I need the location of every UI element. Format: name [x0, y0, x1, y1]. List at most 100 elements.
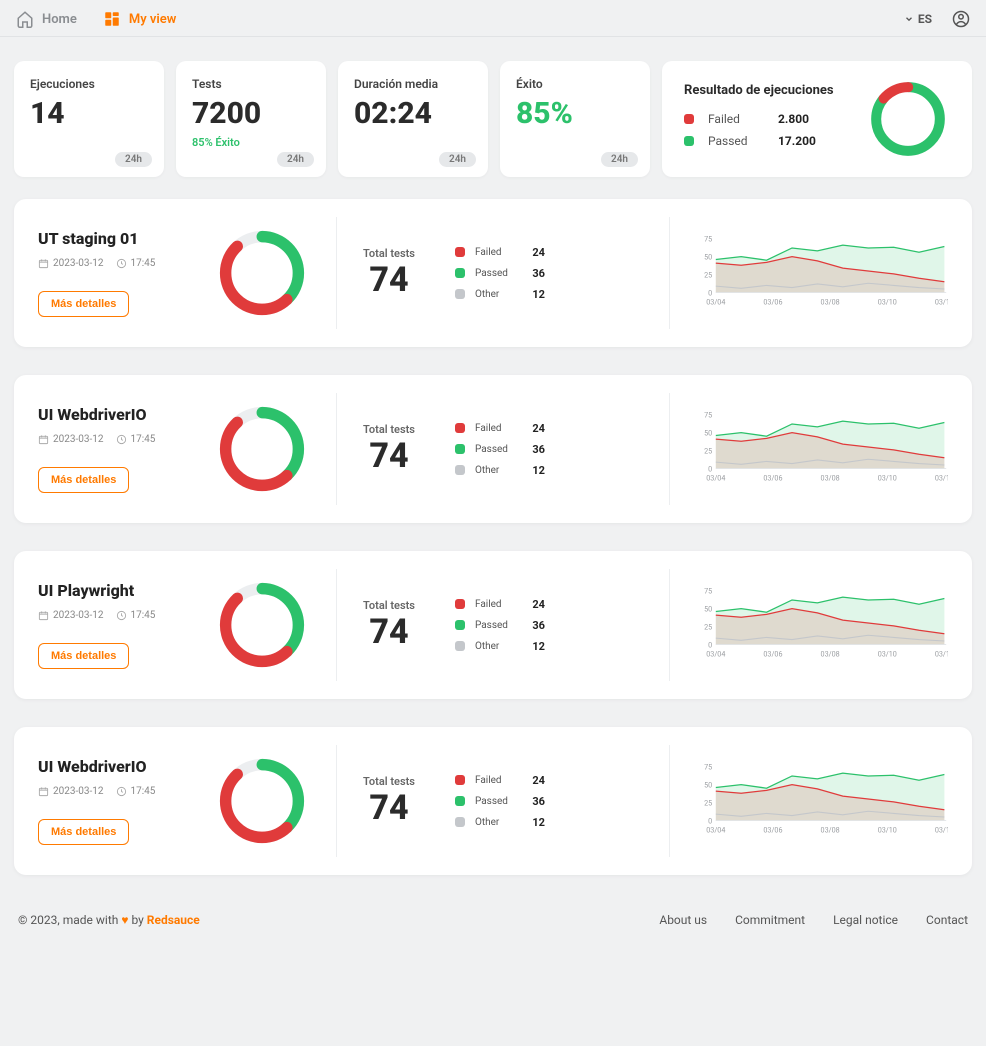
user-icon[interactable] — [952, 10, 970, 28]
suite-area-chart: 025507503/0403/0603/0803/1003/12 — [696, 397, 948, 497]
suite-header: UI Playwright 2023-03-12 17:45 Más detal… — [38, 581, 188, 669]
suites-list: UT staging 01 2023-03-12 17:45 Más detal… — [0, 189, 986, 899]
nav-myview-label: My view — [129, 12, 177, 27]
svg-text:03/06: 03/06 — [763, 825, 782, 834]
legend-failed: Failed24 — [455, 246, 545, 259]
calendar-icon — [38, 434, 49, 445]
suite-time: 17:45 — [116, 786, 156, 797]
details-button[interactable]: Más detalles — [38, 291, 129, 317]
badge-24h: 24h — [601, 152, 638, 167]
suite-chart: 025507503/0403/0603/0803/1003/12 — [696, 221, 948, 325]
dot-green — [455, 444, 465, 454]
suite-breakdown: Failed24 Passed36 Other12 — [455, 246, 545, 301]
suite-date: 2023-03-12 — [38, 258, 104, 269]
stat-label: Éxito — [516, 77, 634, 91]
page-footer: © 2023, made with ♥ by Redsauce About us… — [0, 899, 986, 953]
svg-text:03/06: 03/06 — [763, 649, 782, 658]
lang-switch[interactable]: ES — [904, 12, 932, 26]
stat-value: 02:24 — [354, 97, 472, 130]
suite-title: UT staging 01 — [38, 229, 188, 248]
footer-brand: Redsauce — [147, 913, 200, 927]
svg-text:0: 0 — [708, 288, 712, 297]
dot-red — [455, 423, 465, 433]
suite-title: UI WebdriverIO — [38, 405, 188, 424]
footer-links: About us Commitment Legal notice Contact — [659, 913, 968, 927]
lang-code: ES — [918, 12, 932, 26]
suite-total-label: Total tests — [363, 423, 415, 436]
badge-24h: 24h — [439, 152, 476, 167]
suite-donut — [214, 753, 310, 849]
results-title: Resultado de ejecuciones — [684, 83, 838, 98]
footer-text-a: © 2023, made with — [18, 913, 118, 927]
details-button[interactable]: Más detalles — [38, 467, 129, 493]
results-passed-value: 17.200 — [778, 134, 816, 148]
svg-text:25: 25 — [704, 798, 712, 807]
svg-text:75: 75 — [704, 762, 712, 771]
suite-total-label: Total tests — [363, 599, 415, 612]
suite-total: Total tests 74 — [363, 775, 415, 828]
divider — [669, 217, 670, 329]
suite-total: Total tests 74 — [363, 423, 415, 476]
calendar-icon — [38, 786, 49, 797]
suite-total-value: 74 — [363, 436, 415, 476]
suite-donut — [214, 401, 310, 497]
dot-red — [684, 114, 694, 124]
legend-failed: Failed24 — [455, 422, 545, 435]
nav-home[interactable]: Home — [16, 10, 77, 28]
svg-text:03/04: 03/04 — [706, 473, 725, 482]
footer-link[interactable]: Legal notice — [833, 913, 898, 927]
clock-icon — [116, 610, 127, 621]
dot-red — [455, 599, 465, 609]
results-legend: Resultado de ejecuciones Failed 2.800 Pa… — [684, 83, 838, 156]
clock-icon — [116, 434, 127, 445]
suite-total-label: Total tests — [363, 247, 415, 260]
stats-row: Ejecuciones 14 24h Tests 7200 85% Éxito … — [0, 37, 986, 189]
suite-total: Total tests 74 — [363, 247, 415, 300]
suite-title: UI Playwright — [38, 581, 188, 600]
legend-passed: Passed36 — [455, 619, 545, 632]
legend-other: Other12 — [455, 816, 545, 829]
dot-grey — [455, 817, 465, 827]
divider — [669, 393, 670, 505]
suite-breakdown: Failed24 Passed36 Other12 — [455, 774, 545, 829]
nav-myview[interactable]: My view — [103, 10, 177, 28]
suite-breakdown: Failed24 Passed36 Other12 — [455, 598, 545, 653]
dot-grey — [455, 289, 465, 299]
svg-text:75: 75 — [704, 234, 712, 243]
suite-card: UI WebdriverIO 2023-03-12 17:45 Más deta… — [14, 727, 972, 875]
results-failed-row: Failed 2.800 — [684, 112, 838, 126]
badge-24h: 24h — [277, 152, 314, 167]
footer-link[interactable]: About us — [659, 913, 707, 927]
stat-executions: Ejecuciones 14 24h — [14, 61, 164, 177]
svg-text:03/08: 03/08 — [821, 649, 840, 658]
legend-other: Other12 — [455, 640, 545, 653]
suite-breakdown: Failed24 Passed36 Other12 — [455, 422, 545, 477]
details-button[interactable]: Más detalles — [38, 819, 129, 845]
stat-success: Éxito 85% 24h — [500, 61, 650, 177]
suite-header: UT staging 01 2023-03-12 17:45 Más detal… — [38, 229, 188, 317]
divider — [336, 393, 337, 505]
suite-chart: 025507503/0403/0603/0803/1003/12 — [696, 397, 948, 501]
footer-text-b: by — [131, 913, 143, 927]
nav-home-label: Home — [42, 12, 77, 27]
suite-header: UI WebdriverIO 2023-03-12 17:45 Más deta… — [38, 405, 188, 493]
dot-green — [455, 268, 465, 278]
legend-passed: Passed36 — [455, 267, 545, 280]
svg-text:03/12: 03/12 — [935, 473, 948, 482]
svg-text:0: 0 — [708, 640, 712, 649]
footer-link[interactable]: Commitment — [735, 913, 805, 927]
dot-grey — [455, 465, 465, 475]
dot-red — [455, 775, 465, 785]
suite-total-value: 74 — [363, 260, 415, 300]
stat-label: Tests — [192, 77, 310, 91]
suite-card: UI Playwright 2023-03-12 17:45 Más detal… — [14, 551, 972, 699]
suite-meta: 2023-03-12 17:45 — [38, 610, 188, 621]
stat-label: Ejecuciones — [30, 77, 148, 91]
nav-right: ES — [904, 10, 970, 28]
footer-link[interactable]: Contact — [926, 913, 968, 927]
suite-legend: Total tests 74 Failed24 Passed36 Other12 — [363, 598, 643, 653]
suite-title: UI WebdriverIO — [38, 757, 188, 776]
suite-legend: Total tests 74 Failed24 Passed36 Other12 — [363, 422, 643, 477]
details-button[interactable]: Más detalles — [38, 643, 129, 669]
suite-date: 2023-03-12 — [38, 786, 104, 797]
